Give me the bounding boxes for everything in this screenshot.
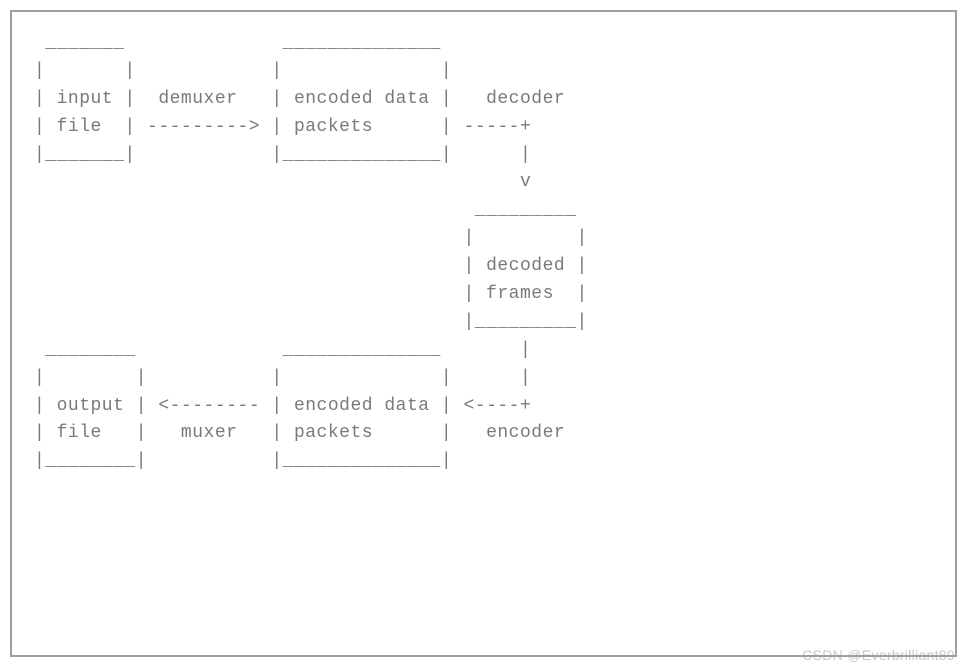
diagram-frame: _______ ______________ | | | | | input |… (10, 10, 957, 657)
ascii-diagram: _______ ______________ | | | | | input |… (34, 30, 933, 476)
watermark-text: CSDN @Everbrilliant89 (802, 647, 955, 663)
